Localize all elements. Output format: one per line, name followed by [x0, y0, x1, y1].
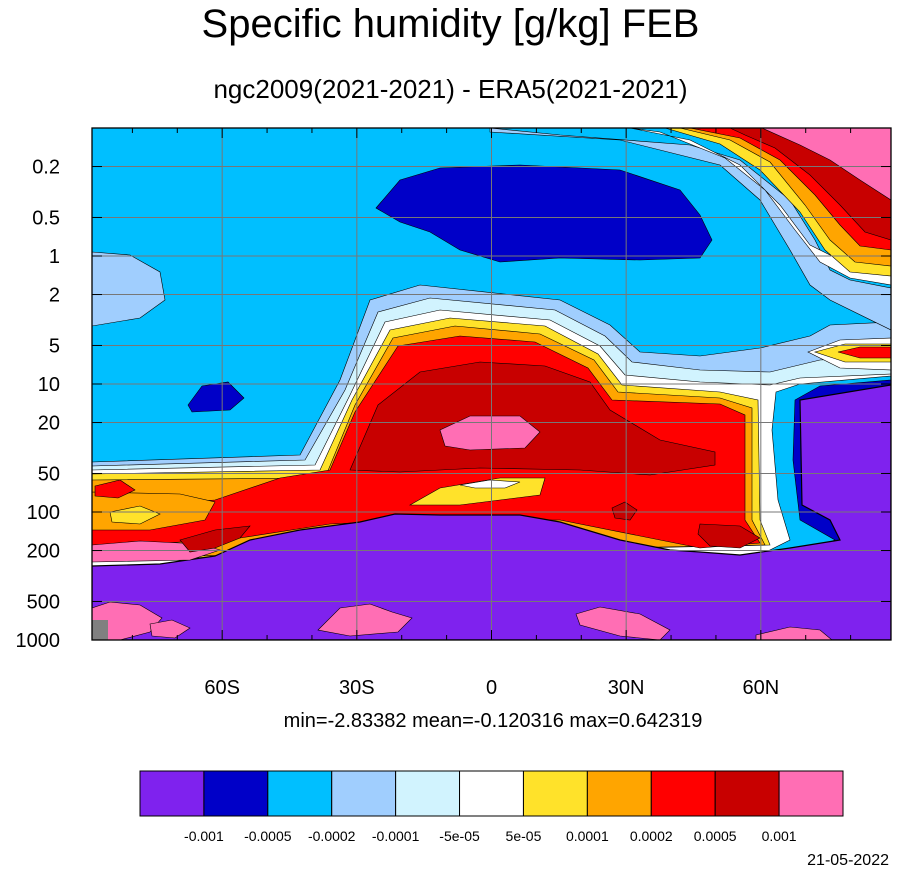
colorbar-swatch — [139, 770, 205, 817]
x-tick-label: 0 — [486, 677, 497, 699]
region-darkred-small — [611, 501, 638, 521]
summary-stats: min=-2.83382 mean=-0.120316 max=0.642319 — [283, 710, 703, 732]
chart-subtitle: ngc2009(2021-2021) - ERA5(2021-2021) — [213, 74, 688, 104]
region-darkred-left — [179, 525, 251, 553]
y-axis: 0.2 0.5 1 2 5 10 20 50 100 200 500 1000 — [16, 157, 891, 652]
region-red-left — [94, 479, 136, 499]
y-tick-label: 20 — [38, 413, 60, 435]
region-darkred-right — [697, 523, 761, 549]
region-yellow-left — [109, 505, 161, 525]
region-purple-lower — [92, 384, 891, 640]
colorbar-level-label: -0.0002 — [308, 828, 356, 844]
y-tick-label: 100 — [27, 502, 60, 524]
x-tick-label: 60N — [742, 677, 779, 699]
region-pink-surface-5 — [149, 619, 191, 639]
region-lightblue-upper — [489, 128, 891, 331]
y-tick-label: 0.5 — [32, 207, 60, 229]
x-tick-label: 60S — [204, 677, 240, 699]
colorbar-level-label: -0.0005 — [244, 828, 292, 844]
y-tick-label: 1 — [49, 246, 60, 268]
region-pink-surface-2 — [317, 603, 413, 637]
y-tick-label: 2 — [49, 285, 60, 307]
chart-title: Specific humidity [g/kg] FEB — [201, 2, 700, 46]
x-tick-label: 30S — [339, 677, 375, 699]
y-tick-label: 50 — [38, 463, 60, 485]
colorbar-swatch — [203, 770, 269, 817]
y-tick-label: 500 — [27, 591, 60, 613]
colorbar-swatch — [459, 770, 524, 817]
colorbar-swatch — [650, 770, 716, 817]
colorbar: -0.001 -0.0005 -0.0002 -0.0001 -5e-05 5e-05 0.… — [139, 770, 844, 844]
colorbar-swatch — [267, 770, 333, 817]
colorbar-level-label: -0.0001 — [372, 828, 420, 844]
region-pink-upperright — [761, 128, 891, 201]
y-tick-label: 10 — [38, 374, 60, 396]
colorbar-level-label: -5e-05 — [439, 828, 480, 844]
region-pink-surface-3 — [575, 606, 671, 640]
colorbar-swatch — [395, 770, 461, 817]
colorbar-swatch — [586, 770, 652, 817]
colorbar-level-label: 0.0002 — [630, 828, 673, 844]
colorbar-swatch — [714, 770, 780, 817]
region-red-right — [837, 346, 891, 359]
y-tick-label: 0.2 — [32, 157, 60, 179]
region-missing-terrain — [92, 620, 108, 640]
x-axis: 60S 30S 0 30N 60N — [131, 128, 852, 699]
region-navy-small — [187, 381, 245, 413]
colorbar-level-label: 5e-05 — [506, 828, 542, 844]
date-stamp: 21-05-2022 — [807, 852, 889, 869]
colorbar-swatch — [778, 770, 844, 817]
colorbar-level-label: 0.0005 — [694, 828, 737, 844]
y-tick-label: 1000 — [16, 630, 61, 652]
y-tick-label: 5 — [49, 335, 60, 357]
region-white-lower — [459, 479, 521, 489]
colorbar-level-label: -0.001 — [184, 828, 224, 844]
colorbar-swatch — [331, 770, 397, 817]
x-tick-label: 30N — [608, 677, 645, 699]
colorbar-swatch — [522, 770, 588, 817]
region-pink-core — [439, 415, 541, 451]
colorbar-level-label: 0.0001 — [566, 828, 609, 844]
colorbar-level-label: 0.001 — [762, 828, 797, 844]
region-darkred-main — [349, 361, 716, 476]
region-lightblue-left — [92, 251, 166, 327]
y-tick-label: 200 — [27, 541, 60, 563]
region-pink-surface-4 — [755, 626, 833, 640]
